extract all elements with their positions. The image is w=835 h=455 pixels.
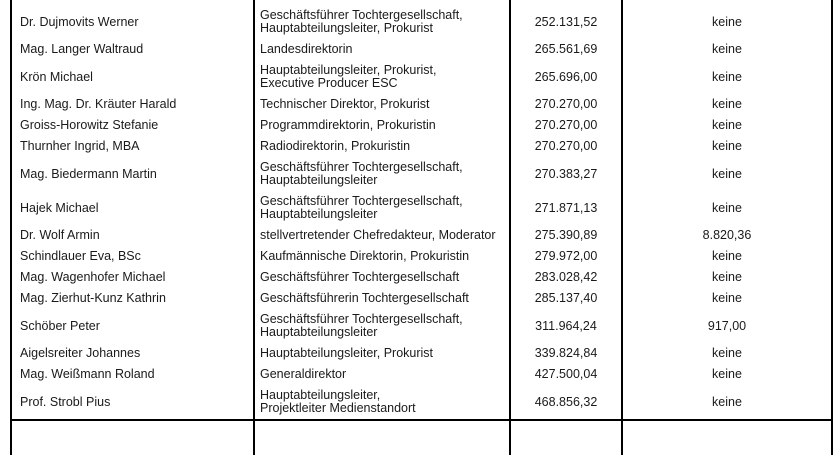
person-position: Hauptabteilungsleiter, Prokurist (253, 343, 510, 364)
compensation-amount: 265.561,69 (509, 39, 622, 60)
compensation-amount: 270.270,00 (509, 115, 622, 136)
compensation-amount: 270.270,00 (509, 94, 622, 115)
other-compensation: keine (621, 115, 833, 136)
other-compensation: keine (621, 191, 833, 225)
other-compensation: 8.820,36 (621, 225, 833, 246)
table-row: Mag. Weißmann Roland Generaldirektor 427… (10, 364, 833, 385)
person-position: Landesdirektorin (253, 39, 510, 60)
table-row: Dr. Wolf Armin stellvertretender Chefred… (10, 225, 833, 246)
compensation-amount: 279.972,00 (509, 246, 622, 267)
person-position: Geschäftsführerin Tochtergesellschaft (253, 288, 510, 309)
other-compensation: 917,00 (621, 309, 833, 343)
person-name: Mag. Langer Waltraud (10, 39, 254, 60)
table-body: Dr. Dujmovits Werner Geschäftsführer Toc… (10, 0, 833, 421)
compensation-amount: 270.270,00 (509, 136, 622, 157)
person-position: Generaldirektor (253, 364, 510, 385)
person-position: Geschäftsführer Tochtergesellschaft, Hau… (253, 0, 510, 39)
table-row: Thurnher Ingrid, MBA Radiodirektorin, Pr… (10, 136, 833, 157)
table-row: Hajek Michael Geschäftsführer Tochterges… (10, 191, 833, 225)
table-row: Aigelsreiter Johannes Hauptabteilungslei… (10, 343, 833, 364)
person-name: Hajek Michael (10, 191, 254, 225)
person-position: Geschäftsführer Tochtergesellschaft (253, 267, 510, 288)
table-row: Schöber Peter Geschäftsführer Tochterges… (10, 309, 833, 343)
table-row: Mag. Wagenhofer Michael Geschäftsführer … (10, 267, 833, 288)
compensation-amount: 271.871,13 (509, 191, 622, 225)
compensation-amount: 265.696,00 (509, 60, 622, 94)
table-row: Mag. Zierhut-Kunz Kathrin Geschäftsführe… (10, 288, 833, 309)
person-name: Groiss-Horowitz Stefanie (10, 115, 254, 136)
person-position: Technischer Direktor, Prokurist (253, 94, 510, 115)
person-name: Dr. Dujmovits Werner (10, 0, 254, 39)
person-position: Hauptabteilungsleiter, Prokurist, Execut… (253, 60, 510, 94)
other-compensation: keine (621, 157, 833, 191)
person-position: Geschäftsführer Tochtergesellschaft, Hau… (253, 157, 510, 191)
table-row: Mag. Langer Waltraud Landesdirektorin 26… (10, 39, 833, 60)
person-name: Schindlauer Eva, BSc (10, 246, 254, 267)
person-name: Prof. Strobl Pius (10, 385, 254, 421)
person-position: Radiodirektorin, Prokuristin (253, 136, 510, 157)
other-compensation: keine (621, 60, 833, 94)
table-row: Mag. Biedermann Martin Geschäftsführer T… (10, 157, 833, 191)
other-compensation: keine (621, 288, 833, 309)
table-row: Prof. Strobl Pius Hauptabteilungsleiter,… (10, 385, 833, 421)
table-row: Ing. Mag. Dr. Kräuter Harald Technischer… (10, 94, 833, 115)
compensation-amount: 285.137,40 (509, 288, 622, 309)
compensation-amount: 252.131,52 (509, 0, 622, 39)
person-name: Mag. Zierhut-Kunz Kathrin (10, 288, 254, 309)
compensation-amount: 468.856,32 (509, 385, 622, 421)
table-row: Krön Michael Hauptabteilungsleiter, Prok… (10, 60, 833, 94)
other-compensation: keine (621, 246, 833, 267)
person-position: Programmdirektorin, Prokuristin (253, 115, 510, 136)
person-position: Hauptabteilungsleiter, Projektleiter Med… (253, 385, 510, 421)
other-compensation: keine (621, 94, 833, 115)
compensation-amount: 311.964,24 (509, 309, 622, 343)
person-position: Kaufmännische Direktorin, Prokuristin (253, 246, 510, 267)
other-compensation: keine (621, 136, 833, 157)
compensation-amount: 270.383,27 (509, 157, 622, 191)
other-compensation: keine (621, 267, 833, 288)
person-name: Mag. Biedermann Martin (10, 157, 254, 191)
person-name: Dr. Wolf Armin (10, 225, 254, 246)
other-compensation: keine (621, 0, 833, 39)
person-position: stellvertretender Chefredakteur, Moderat… (253, 225, 510, 246)
person-name: Schöber Peter (10, 309, 254, 343)
other-compensation: keine (621, 385, 833, 421)
table-row: Groiss-Horowitz Stefanie Programmdirekto… (10, 115, 833, 136)
other-compensation: keine (621, 343, 833, 364)
table-row: Dr. Dujmovits Werner Geschäftsführer Toc… (10, 0, 833, 39)
compensation-amount: 275.390,89 (509, 225, 622, 246)
person-name: Mag. Wagenhofer Michael (10, 267, 254, 288)
document-page: Dr. Dujmovits Werner Geschäftsführer Toc… (10, 0, 833, 455)
other-compensation: keine (621, 364, 833, 385)
person-name: Aigelsreiter Johannes (10, 343, 254, 364)
table-row: Schindlauer Eva, BSc Kaufmännische Direk… (10, 246, 833, 267)
compensation-amount: 339.824,84 (509, 343, 622, 364)
person-name: Krön Michael (10, 60, 254, 94)
person-name: Mag. Weißmann Roland (10, 364, 254, 385)
person-position: Geschäftsführer Tochtergesellschaft, Hau… (253, 309, 510, 343)
compensation-amount: 427.500,04 (509, 364, 622, 385)
person-position: Geschäftsführer Tochtergesellschaft, Hau… (253, 191, 510, 225)
person-name: Thurnher Ingrid, MBA (10, 136, 254, 157)
person-name: Ing. Mag. Dr. Kräuter Harald (10, 94, 254, 115)
compensation-amount: 283.028,42 (509, 267, 622, 288)
other-compensation: keine (621, 39, 833, 60)
salary-table: Dr. Dujmovits Werner Geschäftsführer Toc… (10, 0, 833, 455)
